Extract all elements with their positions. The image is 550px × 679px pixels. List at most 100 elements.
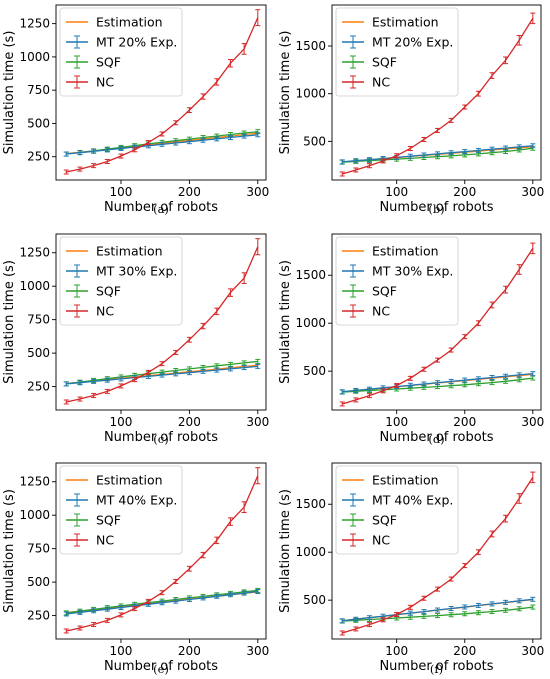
x-axis-label: Number of robots: [379, 430, 493, 445]
chart-panel-f: 100 200 300 500 1000 1500 Number of robots Simu…: [278, 462, 544, 676]
x-tick-label: 300: [521, 185, 544, 199]
plot-frame: [55, 233, 267, 411]
legend-label-nc: NC: [372, 304, 390, 319]
y-tick-label: 1500: [295, 497, 326, 511]
plot-frame: [331, 4, 542, 181]
legend-label-mt-40-exp: MT 40% Exp.: [96, 493, 177, 508]
plot-frame: [331, 462, 542, 640]
x-tick-label: 300: [246, 185, 269, 199]
x-tick-label: 100: [110, 644, 133, 658]
legend-box: [59, 236, 183, 326]
y-axis-label: Simulation time (s): [2, 260, 17, 384]
y-axis-label: Simulation time (s): [2, 31, 17, 155]
y-tick-label: 1000: [19, 50, 50, 64]
panel-caption: (f): [430, 662, 443, 676]
x-tick-label: 200: [178, 415, 201, 429]
y-tick-label: 750: [27, 542, 50, 556]
y-tick-label: 250: [27, 380, 50, 394]
legend-label-nc: NC: [96, 75, 114, 90]
y-tick-label: 1000: [19, 508, 50, 522]
y-tick-label: 1000: [295, 316, 326, 330]
legend-label-mt-20-exp: MT 20% Exp.: [372, 35, 453, 50]
y-tick-label: 500: [303, 364, 326, 378]
legend-label-mt-30-exp: MT 30% Exp.: [96, 264, 177, 279]
panel-caption: (b): [428, 202, 444, 216]
x-tick-label: 100: [110, 415, 133, 429]
plot-frame: [55, 4, 267, 181]
legend-label-sqf: SQF: [96, 284, 121, 299]
chart-panel-b: 100 200 300 500 1000 1500 Number of robots Simu…: [278, 4, 544, 216]
panel-caption: (c): [153, 432, 168, 446]
legend-box: [335, 7, 459, 97]
y-tick-label: 1000: [295, 545, 326, 559]
plot-frame: [55, 462, 267, 640]
x-tick-label: 300: [246, 415, 269, 429]
x-tick-label: 100: [385, 185, 408, 199]
legend-box: [59, 465, 183, 555]
x-tick-label: 200: [178, 185, 201, 199]
y-tick-label: 1500: [295, 268, 326, 282]
y-tick-label: 250: [27, 150, 50, 164]
x-axis-label: Number of robots: [104, 200, 218, 215]
legend-label-mt-30-exp: MT 30% Exp.: [372, 264, 453, 279]
legend-label-nc: NC: [96, 533, 114, 548]
x-axis-label: Number of robots: [379, 659, 493, 674]
legend-label-estimation: Estimation: [372, 244, 439, 259]
legend-label-estimation: Estimation: [372, 15, 439, 30]
panel-caption: (e): [153, 662, 169, 676]
legend-label-sqf: SQF: [372, 284, 397, 299]
y-axis-label: Simulation time (s): [278, 31, 293, 155]
legend-label-sqf: SQF: [372, 513, 397, 528]
panel-caption: (d): [428, 432, 444, 446]
y-tick-label: 750: [27, 83, 50, 97]
x-axis-label: Number of robots: [104, 659, 218, 674]
x-axis-label: Number of robots: [379, 200, 493, 215]
legend-label-nc: NC: [96, 304, 114, 319]
legend-label-sqf: SQF: [96, 513, 121, 528]
y-axis-label: Simulation time (s): [278, 260, 293, 384]
chart-panel-e: 100 200 300 250 500 750 1000 1250 Number of robo…: [2, 462, 269, 676]
x-tick-label: 300: [521, 644, 544, 658]
plot-frame: [331, 233, 542, 411]
x-tick-label: 100: [385, 644, 408, 658]
y-tick-label: 500: [303, 134, 326, 148]
y-tick-label: 500: [27, 116, 50, 130]
y-tick-label: 500: [27, 346, 50, 360]
y-tick-label: 1250: [19, 246, 50, 260]
legend-box: [59, 7, 183, 97]
x-tick-label: 200: [453, 415, 476, 429]
legend-box: [335, 465, 459, 555]
y-tick-label: 1250: [19, 475, 50, 489]
legend-label-nc: NC: [372, 533, 390, 548]
chart-panel-a: 100 200 300 250 500 750 1000 1250 Number of robo…: [2, 4, 269, 216]
chart-panel-d: 100 200 300 500 1000 1500 Number of robots Simu…: [278, 233, 544, 446]
legend-label-estimation: Estimation: [96, 15, 163, 30]
legend-label-estimation: Estimation: [372, 473, 439, 488]
legend-label-estimation: Estimation: [96, 473, 163, 488]
legend-label-mt-20-exp: MT 20% Exp.: [96, 35, 177, 50]
x-tick-label: 300: [521, 415, 544, 429]
x-tick-label: 100: [110, 185, 133, 199]
panel-caption: (a): [153, 202, 169, 216]
y-tick-label: 1250: [19, 17, 50, 31]
chart-panel-c: 100 200 300 250 500 750 1000 1250 Number of robo…: [2, 233, 269, 446]
legend-label-mt-40-exp: MT 40% Exp.: [372, 493, 453, 508]
legend-box: [335, 236, 459, 326]
x-tick-label: 200: [453, 644, 476, 658]
y-tick-label: 500: [27, 575, 50, 589]
y-tick-label: 1000: [19, 279, 50, 293]
x-tick-label: 200: [453, 185, 476, 199]
y-tick-label: 500: [303, 593, 326, 607]
x-tick-label: 200: [178, 644, 201, 658]
legend-label-estimation: Estimation: [96, 244, 163, 259]
x-tick-label: 300: [246, 644, 269, 658]
y-tick-label: 250: [27, 609, 50, 623]
x-axis-label: Number of robots: [104, 430, 218, 445]
legend-label-sqf: SQF: [96, 55, 121, 70]
y-axis-label: Simulation time (s): [278, 489, 293, 613]
legend-label-nc: NC: [372, 75, 390, 90]
y-tick-label: 1500: [295, 39, 326, 53]
x-tick-label: 100: [385, 415, 408, 429]
y-axis-label: Simulation time (s): [2, 489, 17, 613]
